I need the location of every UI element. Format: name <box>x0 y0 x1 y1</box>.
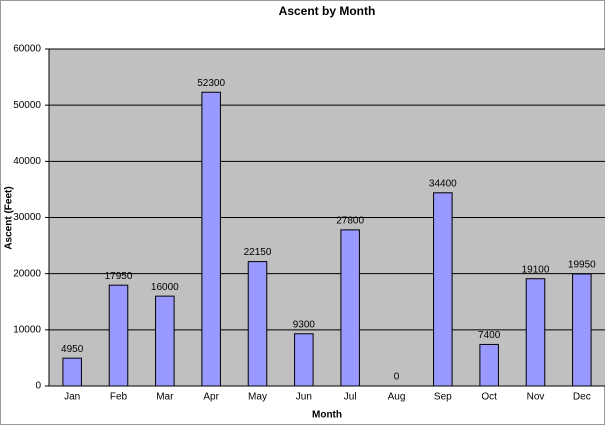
bar <box>108 284 129 387</box>
bar <box>294 333 314 387</box>
chart-title: Ascent by Month <box>279 4 376 18</box>
x-tick-label: Apr <box>203 392 219 403</box>
data-label: 9300 <box>293 319 316 330</box>
y-tick-label: 60000 <box>13 44 41 55</box>
data-label: 7400 <box>478 330 501 341</box>
x-tick-label: Jan <box>64 392 80 403</box>
y-tick-label: 40000 <box>13 156 41 167</box>
bar <box>340 229 360 387</box>
bar <box>62 357 82 387</box>
y-tick-label: 10000 <box>13 324 41 335</box>
data-label: 16000 <box>151 282 179 293</box>
y-axis-title: Ascent (Feet) <box>4 186 15 249</box>
bar <box>525 278 546 387</box>
data-label: 4950 <box>61 344 84 355</box>
data-label: 34400 <box>429 178 457 189</box>
data-label: 22150 <box>244 247 272 258</box>
data-label: 0 <box>394 372 400 383</box>
x-axis-title: Month <box>312 410 342 421</box>
x-tick-label: Oct <box>481 392 497 403</box>
bar <box>433 192 453 387</box>
data-label: 52300 <box>197 78 225 89</box>
y-tick-label: 0 <box>35 381 41 392</box>
y-tick-label: 30000 <box>13 212 41 223</box>
x-tick-label: Sep <box>434 392 452 403</box>
x-tick-label: Aug <box>388 392 406 403</box>
x-tick-label: Jul <box>344 392 357 403</box>
bar <box>479 343 499 387</box>
bar <box>155 295 175 387</box>
x-tick-label: Nov <box>527 392 545 403</box>
data-label: 17950 <box>105 271 133 282</box>
data-label: 27800 <box>336 215 364 226</box>
bar <box>247 261 268 387</box>
x-tick-label: Dec <box>573 392 591 403</box>
data-label: 19950 <box>568 260 596 271</box>
x-tick-label: Mar <box>156 392 174 403</box>
x-tick-label: Jun <box>296 392 312 403</box>
y-tick-label: 20000 <box>13 268 41 279</box>
data-label: 19100 <box>522 264 550 275</box>
y-tick-label: 50000 <box>13 100 41 111</box>
x-tick-label: May <box>248 392 267 403</box>
bar <box>201 91 221 387</box>
bar <box>572 273 592 387</box>
x-tick-label: Feb <box>110 392 128 403</box>
